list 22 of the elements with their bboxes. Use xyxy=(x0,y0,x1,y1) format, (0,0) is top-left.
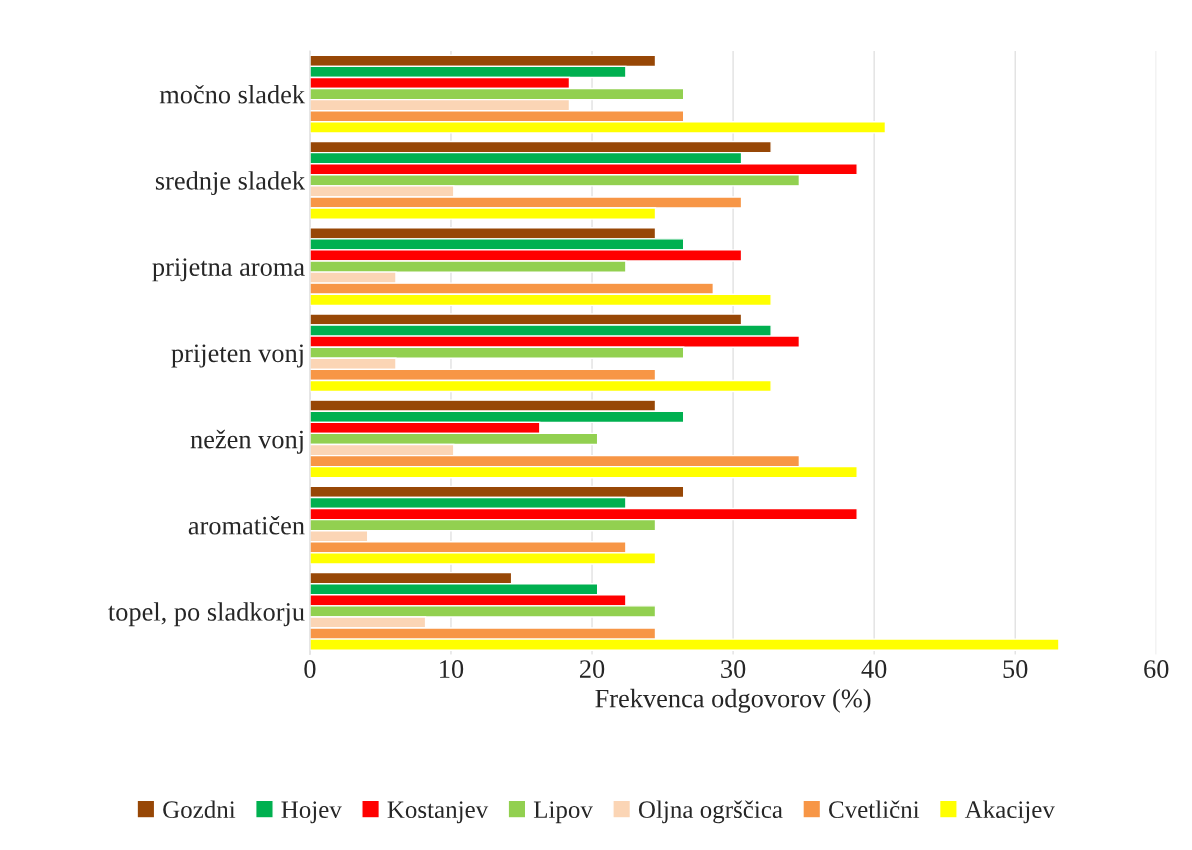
y-tick-label: nežen vonj xyxy=(190,429,303,454)
y-tick-label: aromatičen xyxy=(188,515,305,535)
legend-label: Oljna ogrščica xyxy=(638,800,783,824)
x-tick-label: 20 xyxy=(579,660,605,678)
y-tick-label: prijetna aroma xyxy=(152,258,305,282)
legend-label: Kostanjev xyxy=(387,801,489,824)
x-tick-label: 40 xyxy=(861,660,887,678)
legend-label: Hojev xyxy=(281,801,342,824)
legend-label: Gozdni xyxy=(163,800,236,819)
x-tick-label: 30 xyxy=(721,660,746,678)
y-tick-label: močno sladek xyxy=(159,84,306,104)
legend-label: Cvetlični xyxy=(829,800,920,819)
x-tick-label: 60 xyxy=(1144,660,1169,678)
legend-label: Lipov xyxy=(533,801,593,824)
y-tick-label: srednje sladek xyxy=(155,171,306,196)
y-tick-label: topel, po sladkorju xyxy=(108,602,305,627)
x-tick-label: 10 xyxy=(440,660,464,678)
x-axis-title: Frekvenca odgovorov (%) xyxy=(595,688,871,713)
legend-label: Akacijev xyxy=(964,800,1055,824)
x-tick-label: 50 xyxy=(1003,660,1028,678)
x-tick-label: 0 xyxy=(304,660,316,678)
y-tick-label: prijeten vonj xyxy=(171,344,303,368)
